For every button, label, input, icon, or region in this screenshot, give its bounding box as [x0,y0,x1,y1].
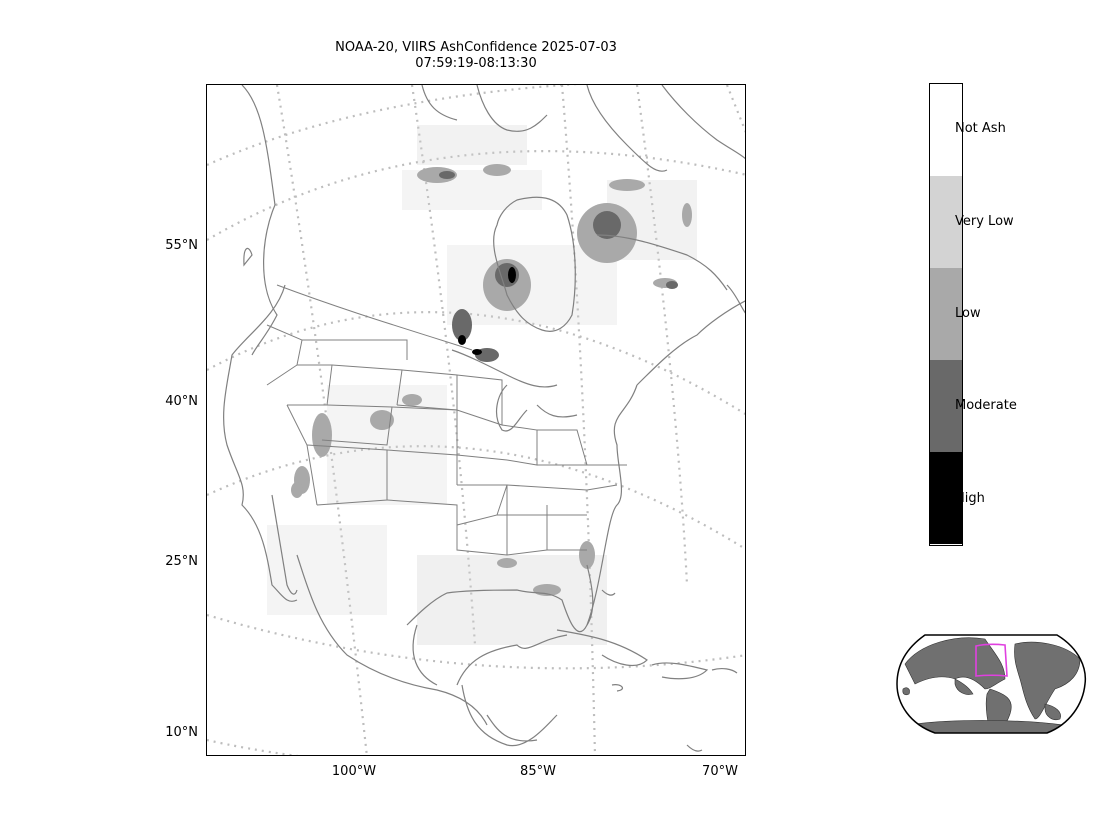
colorbar-label-not-ash: Not Ash [955,121,1006,136]
inset-globe-outline [896,634,1087,734]
map-title-line2: 07:59:19-08:13:30 [415,56,537,71]
main-map[interactable] [206,84,746,756]
colorbar-label-moderate: Moderate [955,398,1017,413]
coastlines [223,85,745,752]
lon-label-100w: 100°W [331,764,377,779]
lon-label-70w: 70°W [702,764,738,779]
colorbar-segment-moderate [930,360,962,452]
lon-label-85w: 85°W [520,764,556,779]
lat-label-55n: 55°N [165,238,198,253]
colorbar-label-very-low: Very Low [955,214,1014,229]
colorbar-segment-high [930,452,962,544]
inset-globe-map [895,634,1087,734]
colorbar [929,83,963,546]
map-svg [207,85,745,755]
inset-globe-svg [896,634,1087,734]
colorbar-segment-not-ash [930,84,962,176]
lat-label-25n: 25°N [165,554,198,569]
lat-label-10n: 10°N [165,725,198,740]
colorbar-label-high: High [955,491,985,506]
map-title: NOAA-20, VIIRS AshConfidence 2025-07-03 … [206,40,746,72]
colorbar-label-low: Low [955,306,981,321]
political-borders [266,284,627,556]
map-title-line1: NOAA-20, VIIRS AshConfidence 2025-07-03 [335,40,617,55]
lat-label-40n: 40°N [165,394,198,409]
ash-data-layer [267,125,697,645]
colorbar-segment-very-low [930,176,962,268]
colorbar-segment-low [930,268,962,360]
inset-extent-box [975,643,1008,677]
